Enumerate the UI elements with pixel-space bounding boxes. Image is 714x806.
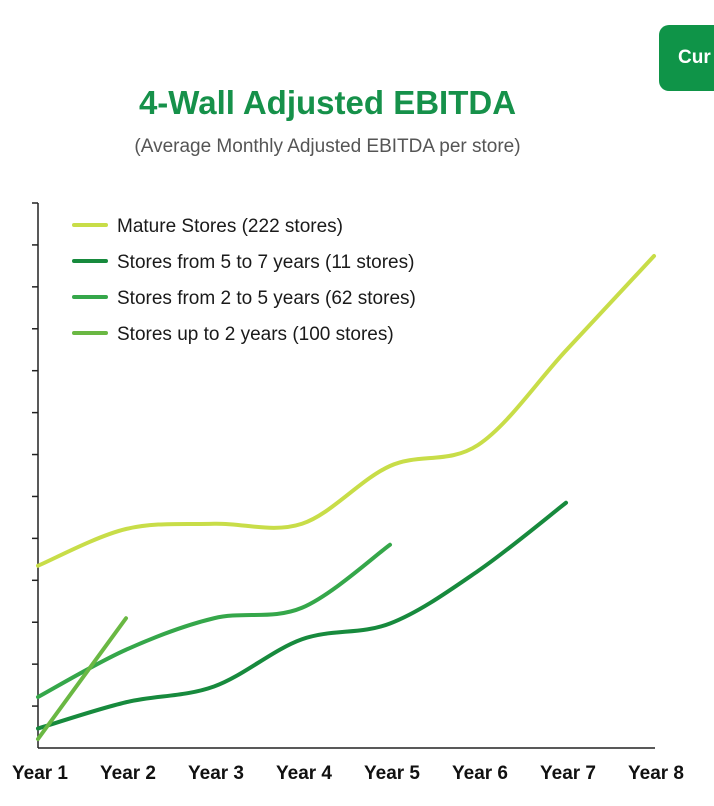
x-tick-label: Year 1 bbox=[12, 763, 68, 784]
x-tick-label: Year 4 bbox=[276, 763, 332, 784]
series-line-4 bbox=[36, 616, 128, 741]
legend-label: Mature Stores (222 stores) bbox=[117, 216, 343, 237]
x-tick-label: Year 5 bbox=[364, 763, 420, 784]
series-line-2 bbox=[36, 500, 568, 731]
legend-label: Stores from 5 to 7 years (11 stores) bbox=[117, 252, 414, 273]
x-tick-label: Year 7 bbox=[540, 763, 596, 784]
x-tick-label: Year 2 bbox=[100, 763, 156, 784]
chart-title: 4-Wall Adjusted EBITDA bbox=[138, 84, 517, 121]
series-line-1 bbox=[36, 254, 656, 568]
x-tick-label: Year 8 bbox=[628, 763, 684, 784]
x-tick-label: Year 6 bbox=[452, 763, 508, 784]
chart-subtitle: (Average Monthly Adjusted EBITDA per sto… bbox=[134, 136, 521, 157]
series-line-3 bbox=[36, 542, 392, 699]
legend-label: Stores from 2 to 5 years (62 stores) bbox=[117, 288, 416, 309]
x-tick-label: Year 3 bbox=[188, 763, 244, 784]
corner-button[interactable]: Cur bbox=[659, 25, 714, 91]
legend-label: Stores up to 2 years (100 stores) bbox=[117, 324, 394, 345]
